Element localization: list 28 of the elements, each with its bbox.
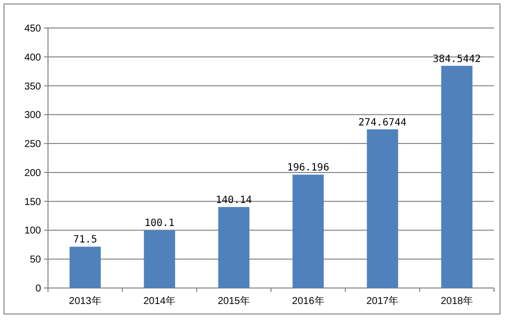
y-tick-label: 100: [24, 226, 42, 237]
bar: [366, 129, 398, 288]
data-label: 196.196: [287, 162, 330, 174]
data-label: 384.5442: [432, 54, 481, 65]
x-tick-label: 2016年: [292, 295, 324, 307]
y-tick-label: 0: [35, 284, 42, 294]
x-tick-label: 2015年: [218, 295, 250, 307]
y-tick-label: 450: [24, 24, 42, 34]
data-label: 140.14: [216, 195, 252, 206]
y-tick-label: 250: [24, 139, 42, 150]
y-tick-label: 400: [24, 52, 42, 64]
data-label: 71.5: [73, 234, 98, 246]
y-tick-label: 50: [30, 254, 42, 266]
bar: [292, 174, 324, 288]
bar: [441, 66, 472, 288]
x-tick-label: 2013年: [69, 295, 102, 307]
bar: [70, 246, 101, 288]
x-tick-label: 2018年: [440, 295, 473, 307]
y-tick-label: 300: [24, 110, 42, 122]
y-tick-label: 150: [24, 196, 42, 208]
x-tick-label: 2014年: [143, 295, 176, 307]
y-tick-label: 200: [24, 168, 42, 179]
data-label: 100.1: [144, 218, 175, 230]
data-label: 274.6744: [358, 117, 407, 128]
x-tick-label: 2017年: [366, 295, 399, 307]
bar: [218, 207, 250, 288]
y-tick-label: 350: [24, 81, 42, 92]
bar: [144, 230, 176, 288]
